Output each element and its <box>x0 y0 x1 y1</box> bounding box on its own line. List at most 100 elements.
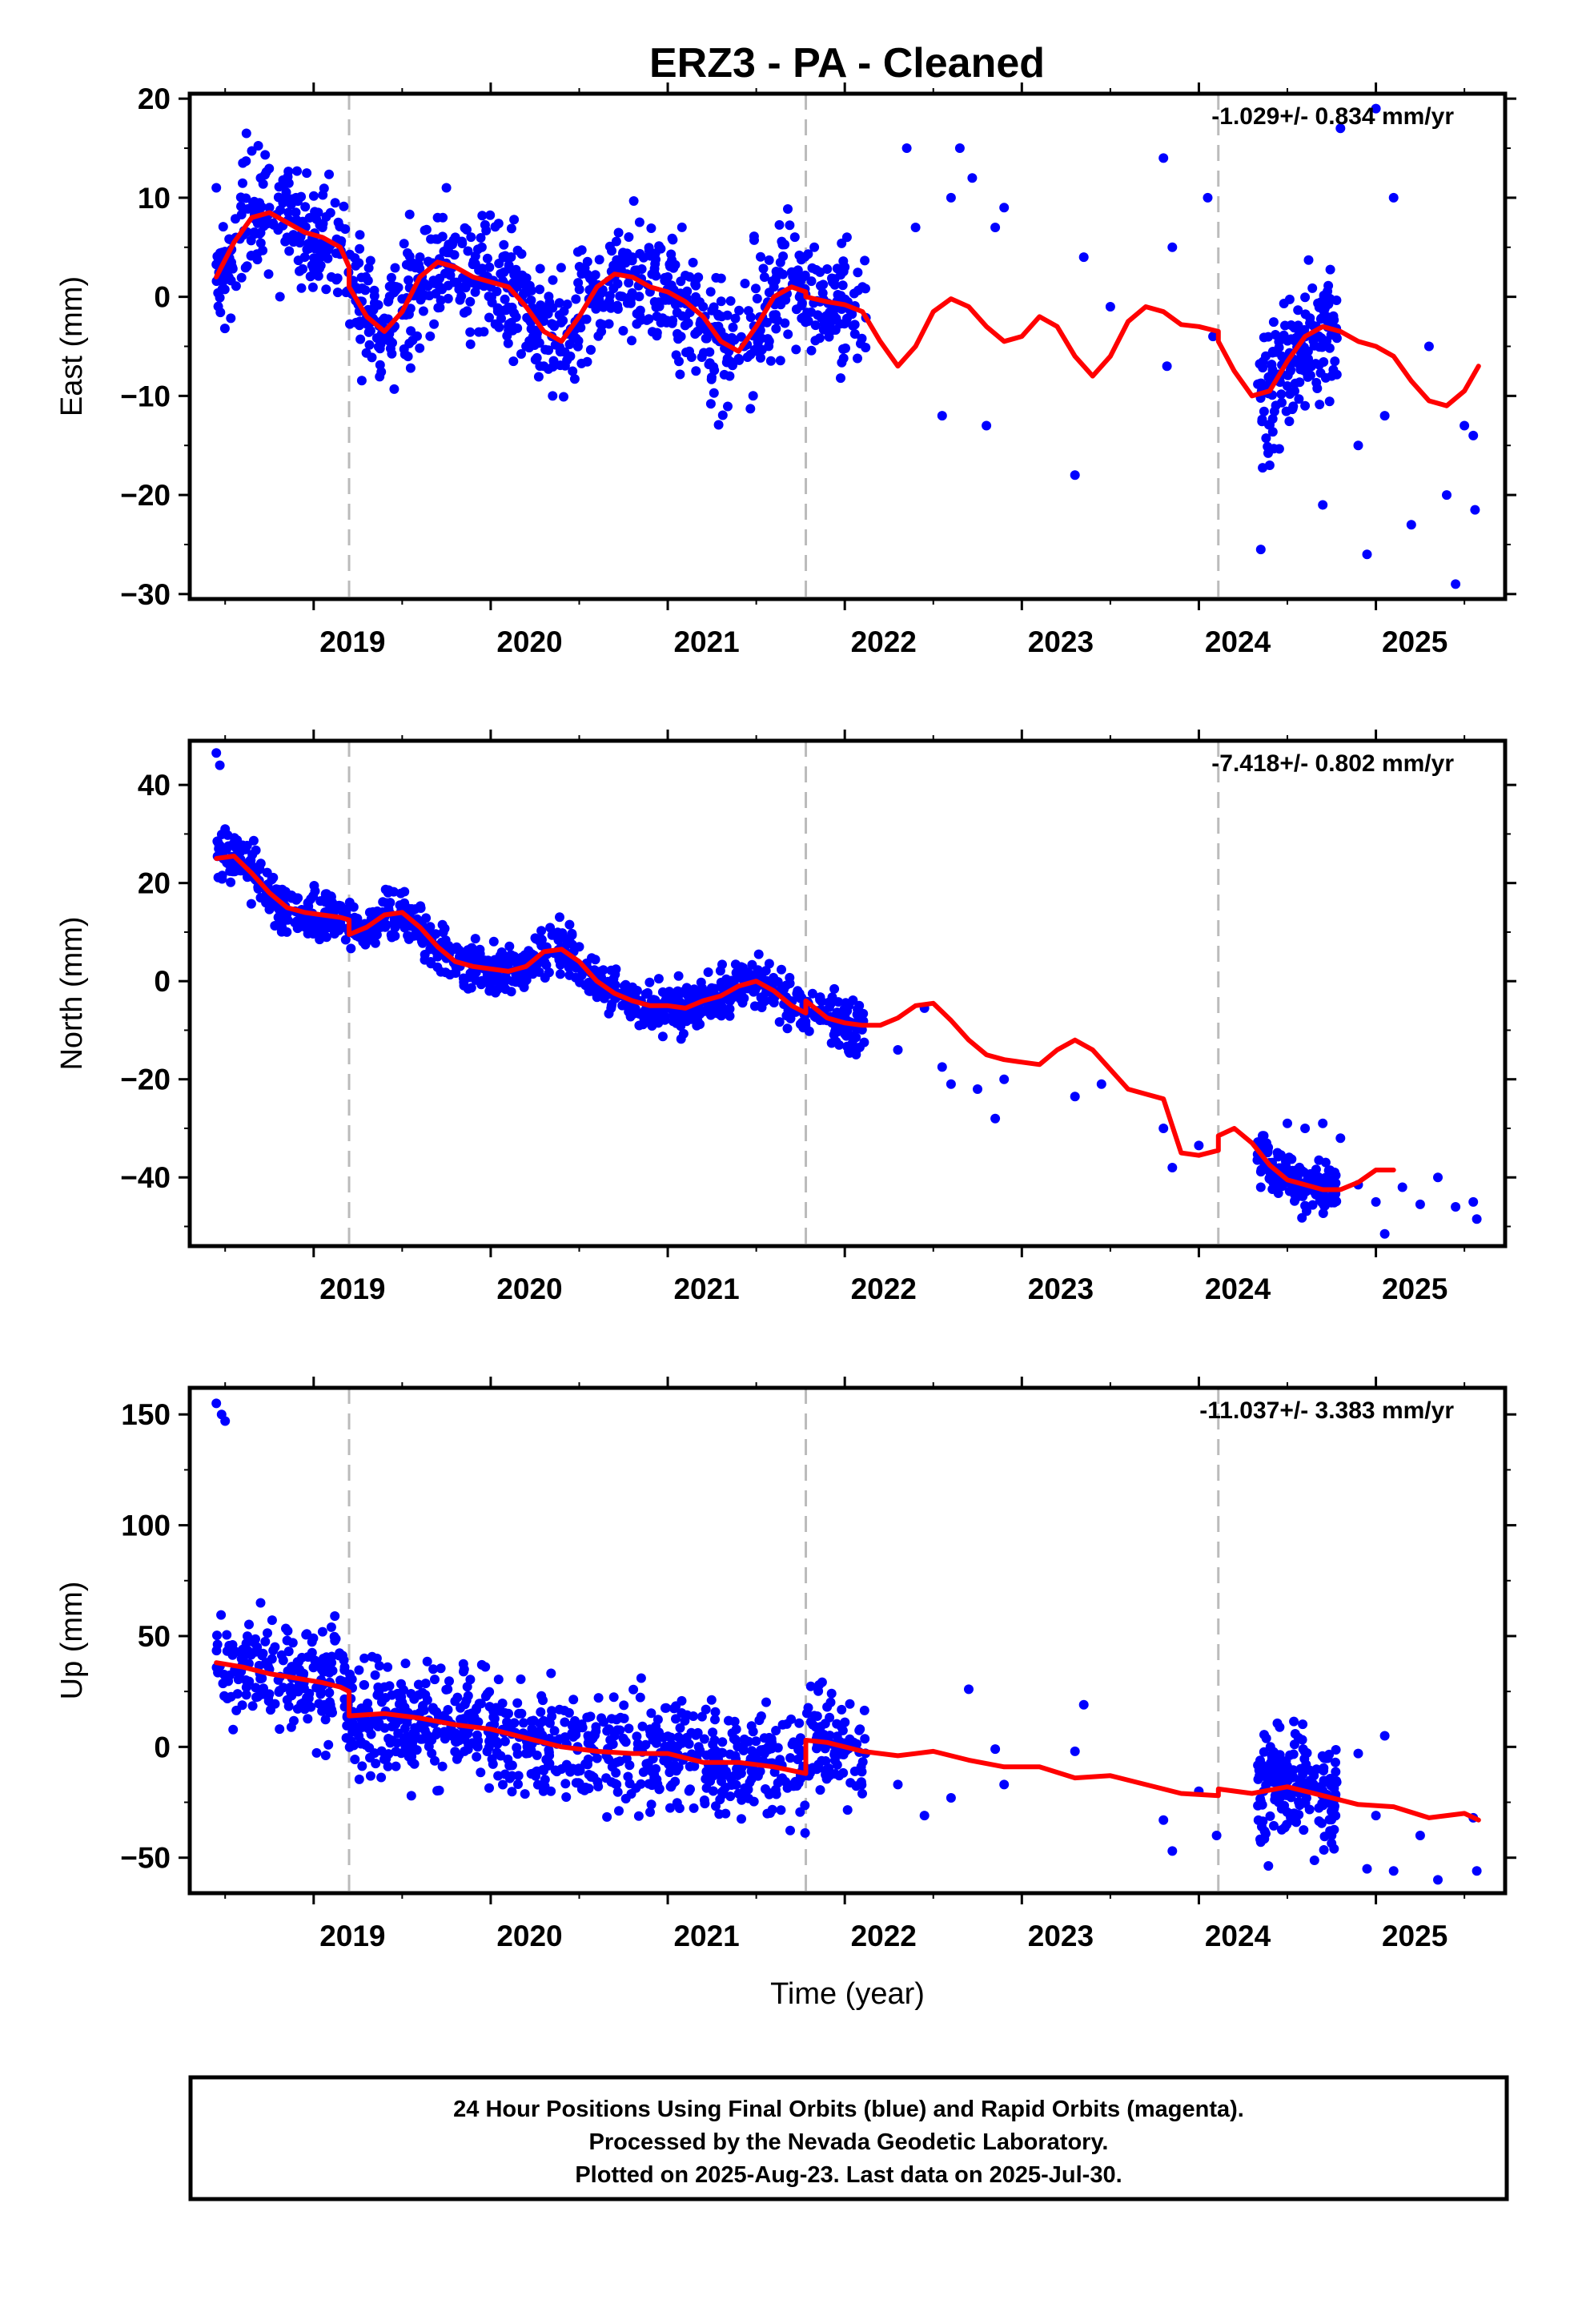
data-point <box>769 976 779 987</box>
data-point <box>743 306 753 316</box>
y-tick-label: 20 <box>138 82 171 115</box>
data-point <box>677 222 687 232</box>
data-point <box>840 1025 850 1035</box>
data-point <box>829 314 840 324</box>
data-point <box>311 238 321 248</box>
y-tick-label: −10 <box>120 380 171 412</box>
data-point <box>532 1750 542 1760</box>
data-point <box>845 1699 855 1709</box>
data-point <box>246 899 256 909</box>
data-point <box>848 320 858 331</box>
data-point <box>814 992 825 1003</box>
data-point <box>775 1755 785 1765</box>
data-point <box>964 1684 974 1695</box>
data-point <box>548 391 558 401</box>
data-point <box>621 1754 632 1764</box>
data-point <box>691 366 701 376</box>
data-point <box>334 925 344 935</box>
data-point <box>315 922 325 932</box>
data-point <box>657 1031 668 1042</box>
data-point <box>730 1734 741 1744</box>
data-point <box>540 1775 550 1785</box>
data-point <box>331 1634 341 1644</box>
data-point <box>376 1746 387 1756</box>
data-point <box>825 1712 835 1723</box>
data-point <box>785 1825 795 1835</box>
data-point <box>326 1622 336 1632</box>
data-point <box>538 1695 548 1706</box>
data-point <box>217 247 227 258</box>
data-point <box>278 175 288 185</box>
data-point <box>795 1733 805 1743</box>
data-point <box>304 213 315 223</box>
data-point <box>543 1760 553 1771</box>
data-point <box>405 304 416 314</box>
data-point <box>561 1792 572 1802</box>
data-point <box>560 1706 569 1715</box>
data-point <box>665 1782 676 1791</box>
data-point <box>666 249 677 259</box>
data-point <box>1283 1118 1292 1128</box>
data-point <box>711 1003 721 1014</box>
data-point <box>211 183 222 193</box>
data-point <box>572 341 583 352</box>
data-point <box>613 227 624 238</box>
data-point <box>484 312 494 323</box>
data-point <box>215 840 225 850</box>
data-point <box>701 1704 711 1715</box>
data-point <box>546 1668 556 1679</box>
data-point <box>452 942 462 952</box>
data-point <box>696 322 706 332</box>
data-point <box>416 295 426 305</box>
data-point <box>275 205 286 215</box>
data-point <box>1319 1174 1330 1184</box>
data-point <box>842 1041 852 1051</box>
data-point <box>1208 332 1219 342</box>
data-point <box>572 247 583 257</box>
data-point <box>339 1655 349 1666</box>
figure-title: ERZ3 - PA - Cleaned <box>649 40 1045 86</box>
data-point <box>509 215 520 225</box>
data-point <box>516 349 526 359</box>
data-point <box>477 211 488 221</box>
data-point <box>643 1758 653 1768</box>
footer-line-1: 24 Hour Positions Using Final Orbits (bl… <box>453 2097 1244 2122</box>
y-tick-label: 150 <box>121 1398 171 1431</box>
data-point <box>222 1646 232 1656</box>
data-point <box>502 975 512 985</box>
data-point <box>544 1745 554 1755</box>
data-point <box>795 276 805 287</box>
up-panel: 150 100 50 0 −50 2019 2020 2021 2022 2023 2024 2025… <box>55 1377 1516 2011</box>
x-tick-label: 2019 <box>319 1920 385 1952</box>
data-point <box>424 291 435 301</box>
data-point <box>529 1767 540 1778</box>
data-point <box>1300 1124 1311 1133</box>
data-point <box>990 1113 1001 1124</box>
data-point <box>652 1779 663 1789</box>
data-point <box>303 898 313 908</box>
data-point <box>555 969 565 979</box>
data-point <box>241 193 251 203</box>
data-point <box>297 1652 307 1663</box>
data-point <box>857 1788 867 1799</box>
data-point <box>459 1664 469 1675</box>
data-point <box>1362 549 1372 560</box>
data-point <box>826 1688 837 1699</box>
data-point <box>684 1786 694 1796</box>
data-point <box>1255 378 1266 388</box>
data-point <box>999 203 1010 213</box>
data-point <box>282 1635 292 1646</box>
data-point <box>701 1783 712 1793</box>
data-point <box>548 362 558 372</box>
data-point <box>822 264 833 274</box>
data-point <box>465 296 476 307</box>
data-point <box>516 978 526 988</box>
data-point <box>705 287 716 297</box>
data-point <box>1298 1719 1308 1730</box>
data-point <box>837 357 847 368</box>
north-panel: 40 20 0 −20 −40 2019 2020 2021 2022 2023 2024 2025 N… <box>55 730 1516 1305</box>
data-point <box>1335 123 1346 134</box>
data-point <box>1423 341 1434 352</box>
data-point <box>221 268 231 279</box>
data-point <box>759 272 769 282</box>
